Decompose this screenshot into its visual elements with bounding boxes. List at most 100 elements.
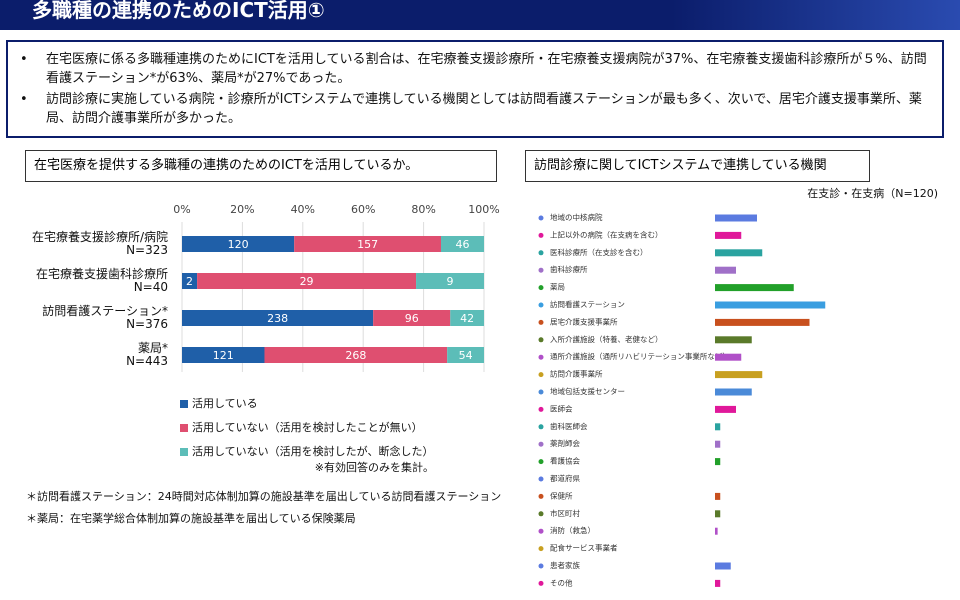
category-label: 医師会 [550,403,573,413]
label-line: 在宅療養支援歯科診療所 [36,266,168,281]
chart-title: 訪問診療に関してICTシステムで連携している機関 [525,150,870,182]
legend-dot [538,232,544,238]
note: ※有効回答のみを集計。 [315,460,434,474]
category-label: 居宅介護支援事業所 [550,316,618,326]
data-label: 96 [405,312,419,325]
legend-dot [538,250,544,256]
data-label: 238 [267,312,288,325]
legend-dot [538,441,544,447]
y-tick-label: 訪問看護ステーション* N=376 [42,303,168,331]
header: 多職種の連携のためのICT活用① [0,0,960,30]
legend-dot [538,563,544,569]
bar [715,423,721,431]
bar [715,510,721,518]
legend-dot [538,319,544,325]
bullet: 訪問診療に実施している病院・診療所がICTシステムで連携している機関としては訪問… [20,90,930,128]
category-label: 訪問看護ステーション [550,299,625,309]
data-label: 46 [455,238,469,251]
legend-dot [538,215,544,221]
data-label: 268 [345,349,366,362]
legend-dot [538,511,544,517]
summary-box: 在宅医療に係る多職種連携のためにICTを活用している割合は、在宅療養支援診療所・… [6,40,944,138]
legend-dot [538,424,544,430]
category-label: 看護協会 [550,456,580,466]
data-label: 157 [357,238,378,251]
bullet: 在宅医療に係る多職種連携のためにICTを活用している割合は、在宅療養支援診療所・… [20,50,930,88]
category-label: 歯科診療所 [550,264,588,274]
category-label: 配食サービス事業者 [550,543,618,553]
legend-swatch [180,448,188,456]
bar [715,353,742,361]
legend-dot [538,580,544,586]
x-tick-label: 100% [468,203,499,216]
label-line: N=40 [134,280,168,294]
category-label: 薬局 [550,282,565,292]
category-label: 訪問介護事業所 [550,369,603,379]
category-label: 医科診療所（在支診を含む） [550,247,648,257]
data-label: 29 [300,275,314,288]
bar-segment [294,236,441,252]
bar [715,284,794,292]
category-label: 市区町村 [550,508,580,518]
legend-dot [538,302,544,308]
category-label: 通所介護施設（通所リハビリテーション事業所など） [550,351,730,361]
legend-dot [538,354,544,360]
bar-segment [450,310,484,326]
legend-dot [538,528,544,534]
legend-swatch [180,424,188,432]
category-label: 薬剤師会 [550,438,580,448]
data-label: 121 [213,349,234,362]
footnote: ＊薬局：在宅薬学総合体制加算の施設基準を届出している保険薬局 [26,512,356,525]
bar [715,458,721,466]
y-tick-label: 在宅療養支援歯科診療所 N=40 [36,266,168,294]
legend-swatch [180,400,188,408]
bar-segment [264,347,448,363]
bar-segment [182,347,265,363]
x-tick-label: 40% [291,203,315,216]
y-tick-label: 薬局* N=443 [126,341,168,368]
legend-dot [538,285,544,291]
category-label: 消防（救急） [550,525,595,535]
category-label: 地域包括支援センター [550,386,625,396]
data-label: 2 [186,275,193,288]
bar [715,249,763,257]
label-line: 在宅療養支援診療所/病院 [32,229,168,244]
chart-subtitle: 在支診・在支病（N=120) [807,186,938,200]
data-label: 42 [460,312,474,325]
x-tick-label: 0% [173,203,190,216]
legend-label: 活用していない（活用を検討したが、断念した） [192,444,433,458]
y-tick-label: 在宅療養支援診療所/病院 N=323 [32,229,168,257]
bar [715,405,736,413]
legend-label: 活用していない（活用を検討したことが無い） [192,420,423,434]
data-label: 54 [459,349,473,362]
footnote: ＊訪問看護ステーション：24時間対応体制加算の施設基準を届出している訪問看護ステ… [26,490,502,503]
legend-dot [538,337,544,343]
bar [715,388,752,396]
bar-segment [416,273,484,289]
label-line: N=376 [126,317,168,331]
bar [715,371,763,379]
bar [715,579,721,587]
data-label: 9 [447,275,454,288]
category-label: 保健所 [550,490,573,500]
legend-dot [538,493,544,499]
label-line: N=323 [126,243,168,257]
bar-segment [182,236,295,252]
category-label: 都道府県 [550,473,580,483]
bar-segment [182,310,374,326]
category-label: 地域の中核病院 [550,212,603,222]
category-label: 歯科医師会 [550,421,588,431]
label-line: N=443 [126,354,168,368]
x-tick-label: 80% [411,203,435,216]
category-label: 患者家族 [550,560,580,570]
bar [715,266,736,274]
label-line: 訪問看護ステーション* [42,303,168,318]
legend-dot [538,406,544,412]
legend-dot [538,372,544,378]
bar [715,440,721,448]
slide-title: 多職種の連携のためのICT活用① [32,0,325,22]
legend-dot [538,476,544,482]
data-label: 120 [228,238,249,251]
